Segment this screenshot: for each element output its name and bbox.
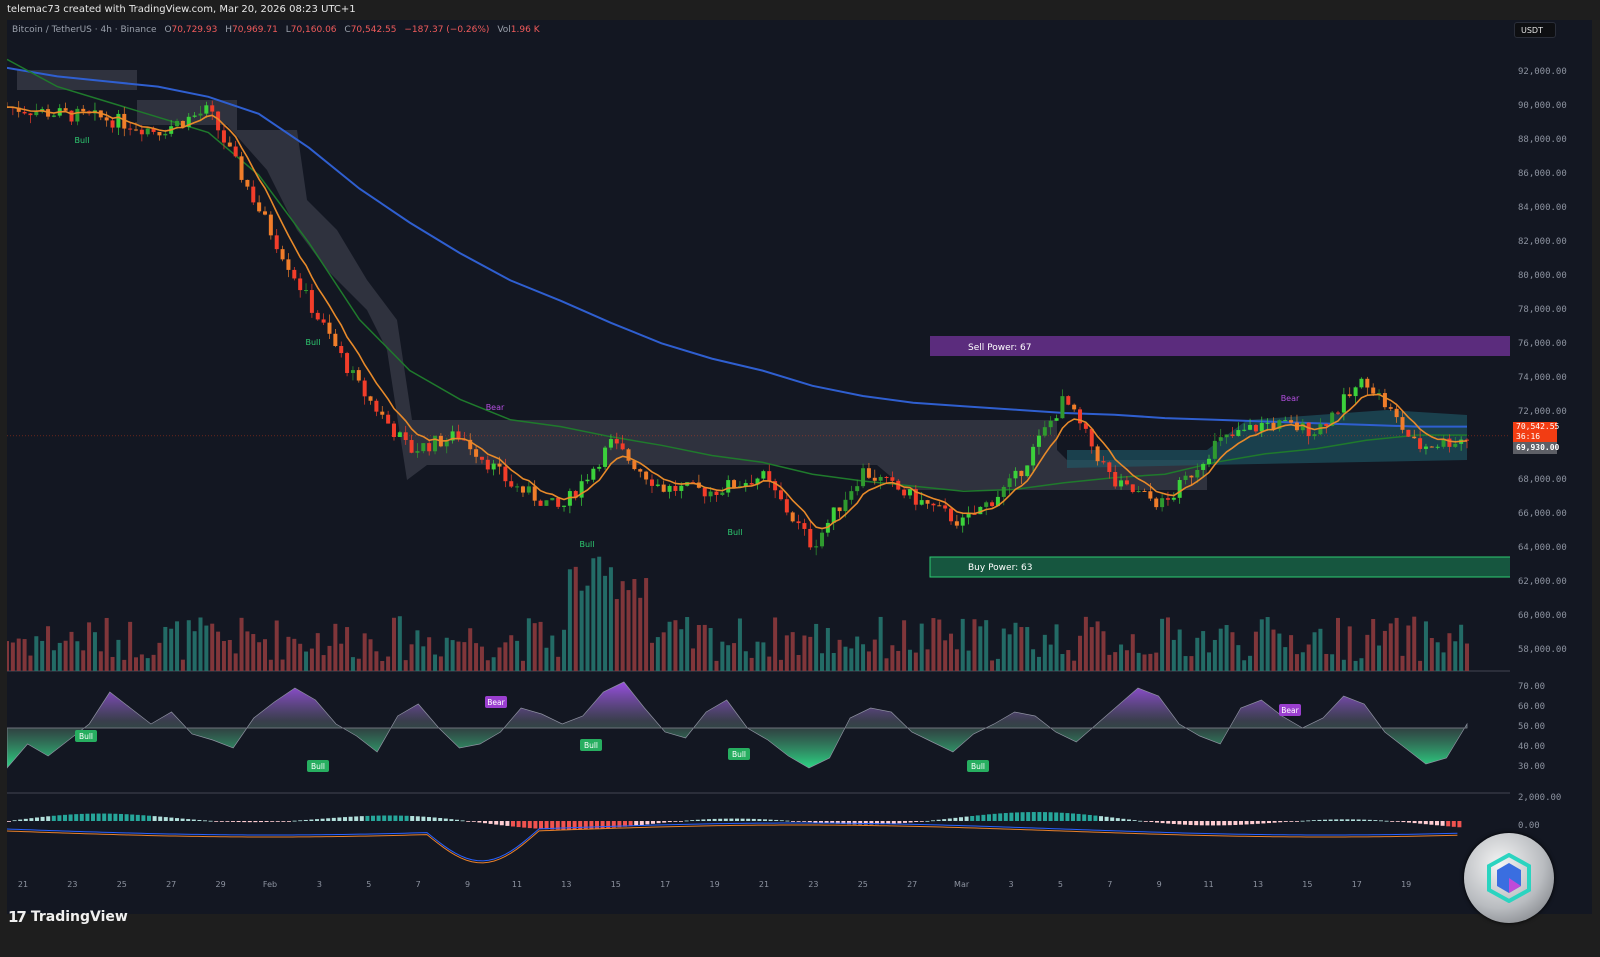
time-tick: 21 — [758, 880, 770, 889]
time-tick: 9 — [1156, 880, 1162, 889]
sell-power-zone[interactable] — [930, 336, 1510, 356]
time-tick: 15 — [1302, 880, 1313, 889]
price-tick: 80,000.00 — [1518, 271, 1567, 281]
bear-oscillator-label: Bear — [487, 698, 505, 707]
price-tick: 64,000.00 — [1518, 543, 1567, 553]
buy-power-label: Buy Power: 63 — [968, 563, 1032, 573]
time-tick: 5 — [1057, 880, 1063, 889]
oscillator-tick: 70.00 — [1518, 682, 1546, 692]
price-tick: 88,000.00 — [1518, 135, 1567, 145]
price-axis[interactable]: 92,000.00 90,000.00 88,000.00 86,000.00 84,0… — [1510, 20, 1592, 894]
change-value: −187.37 (−0.26%) — [404, 25, 490, 35]
time-tick: 7 — [415, 880, 421, 889]
top-bar: telemac73 created with TradingView.com, … — [0, 0, 1600, 20]
time-tick: 11 — [1203, 880, 1214, 889]
coin-badge-icon — [1464, 833, 1554, 923]
price-tick: 74,000.00 — [1518, 373, 1567, 383]
tradingview-logo: 17 TradingView — [8, 908, 128, 926]
time-tick: 13 — [561, 880, 572, 889]
bull-oscillator-label: Bull — [732, 750, 746, 759]
time-tick: 29 — [215, 880, 226, 889]
price-tick: 66,000.00 — [1518, 509, 1567, 519]
bull-signal-label: Bull — [74, 136, 89, 145]
time-axis[interactable]: 21 23 25 27 29 Feb 3 5 7 9 11 13 15 17 19 21 23 25 27 Mar 3 5… — [7, 880, 1507, 894]
time-tick: 3 — [1008, 880, 1014, 889]
hexagon-logo-icon — [1487, 853, 1531, 903]
oscillator-tick: 40.00 — [1518, 742, 1546, 752]
price-tick: 76,000.00 — [1518, 339, 1567, 349]
close-value: 70,542.55 — [350, 25, 397, 35]
time-tick: 19 — [709, 880, 720, 889]
time-tick: 21 — [17, 880, 29, 889]
time-tick: 11 — [511, 880, 523, 889]
bull-oscillator-label: Bull — [311, 762, 325, 771]
price-tick: 92,000.00 — [1518, 67, 1567, 77]
current-price-tag: 70,542.55 36:16 — [1513, 422, 1559, 442]
macd-tick: 0.00 — [1518, 821, 1540, 831]
oscillator-tick: 50.00 — [1518, 722, 1546, 732]
sell-power-label: Sell Power: 67 — [968, 343, 1032, 353]
price-tick: 68,000.00 — [1518, 475, 1567, 485]
price-tick: 58,000.00 — [1518, 645, 1567, 655]
time-tick: 23 — [67, 880, 78, 889]
price-tick: 82,000.00 — [1518, 237, 1567, 247]
symbol-legend: Bitcoin / TetherUS · 4h · Binance O70,72… — [12, 25, 540, 35]
bull-signal-label: Bull — [305, 338, 320, 347]
time-tick: 17 — [660, 880, 671, 889]
time-tick: 23 — [808, 880, 819, 889]
currency-button[interactable]: USDT — [1514, 22, 1556, 38]
tradingview-mark-icon: 17 — [8, 908, 27, 926]
price-tick: 72,000.00 — [1518, 407, 1567, 417]
bear-signal-label: Bear — [1281, 394, 1300, 403]
time-tick: 13 — [1252, 880, 1264, 889]
price-tick: 62,000.00 — [1518, 577, 1567, 587]
time-tick: Feb — [262, 880, 278, 889]
time-tick: 15 — [610, 880, 621, 889]
time-tick: 17 — [1351, 880, 1362, 889]
time-tick: 25 — [116, 880, 127, 889]
open-value: 70,729.93 — [171, 25, 218, 35]
price-tick: 84,000.00 — [1518, 203, 1567, 213]
secondary-price-tag: 69,930.00 — [1513, 442, 1559, 454]
time-tick: Mar — [954, 880, 970, 889]
price-tick: 86,000.00 — [1518, 169, 1567, 179]
bar-countdown: 36:16 — [1516, 432, 1541, 441]
bull-oscillator-label: Bull — [584, 741, 598, 750]
price-plot[interactable]: Sell Power: 67 Buy Power: 63 Bull Bull Bear B… — [7, 20, 1510, 894]
time-tick: 3 — [316, 880, 322, 889]
low-value: 70,160.06 — [290, 25, 337, 35]
bear-oscillator-label: Bear — [1281, 706, 1299, 715]
high-value: 70,969.71 — [232, 25, 278, 35]
bull-signal-label: Bull — [579, 540, 594, 549]
oscillator-tick: 30.00 — [1518, 762, 1546, 772]
credit-text: telemac73 created with TradingView.com, … — [7, 4, 356, 15]
price-tick: 60,000.00 — [1518, 611, 1567, 621]
price-tick: 90,000.00 — [1518, 101, 1567, 111]
time-tick: 7 — [1107, 880, 1113, 889]
time-tick: 27 — [907, 880, 918, 889]
bear-signal-label: Bear — [486, 403, 505, 412]
oscillator-tick: 60.00 — [1518, 702, 1546, 712]
time-tick: 5 — [366, 880, 372, 889]
time-tick: 9 — [465, 880, 471, 889]
time-tick: 19 — [1401, 880, 1412, 889]
bull-signal-label: Bull — [727, 528, 742, 537]
price-tick: 78,000.00 — [1518, 305, 1567, 315]
volume-value: 1.96 K — [510, 25, 540, 35]
buy-power-zone[interactable] — [929, 556, 1510, 578]
macd-tick: 2,000.00 — [1518, 793, 1562, 803]
bull-oscillator-label: Bull — [971, 762, 985, 771]
bull-oscillator-label: Bull — [79, 732, 93, 741]
time-tick: 27 — [166, 880, 177, 889]
symbol-name[interactable]: Bitcoin / TetherUS · 4h · Binance — [12, 25, 157, 35]
time-tick: 25 — [857, 880, 868, 889]
